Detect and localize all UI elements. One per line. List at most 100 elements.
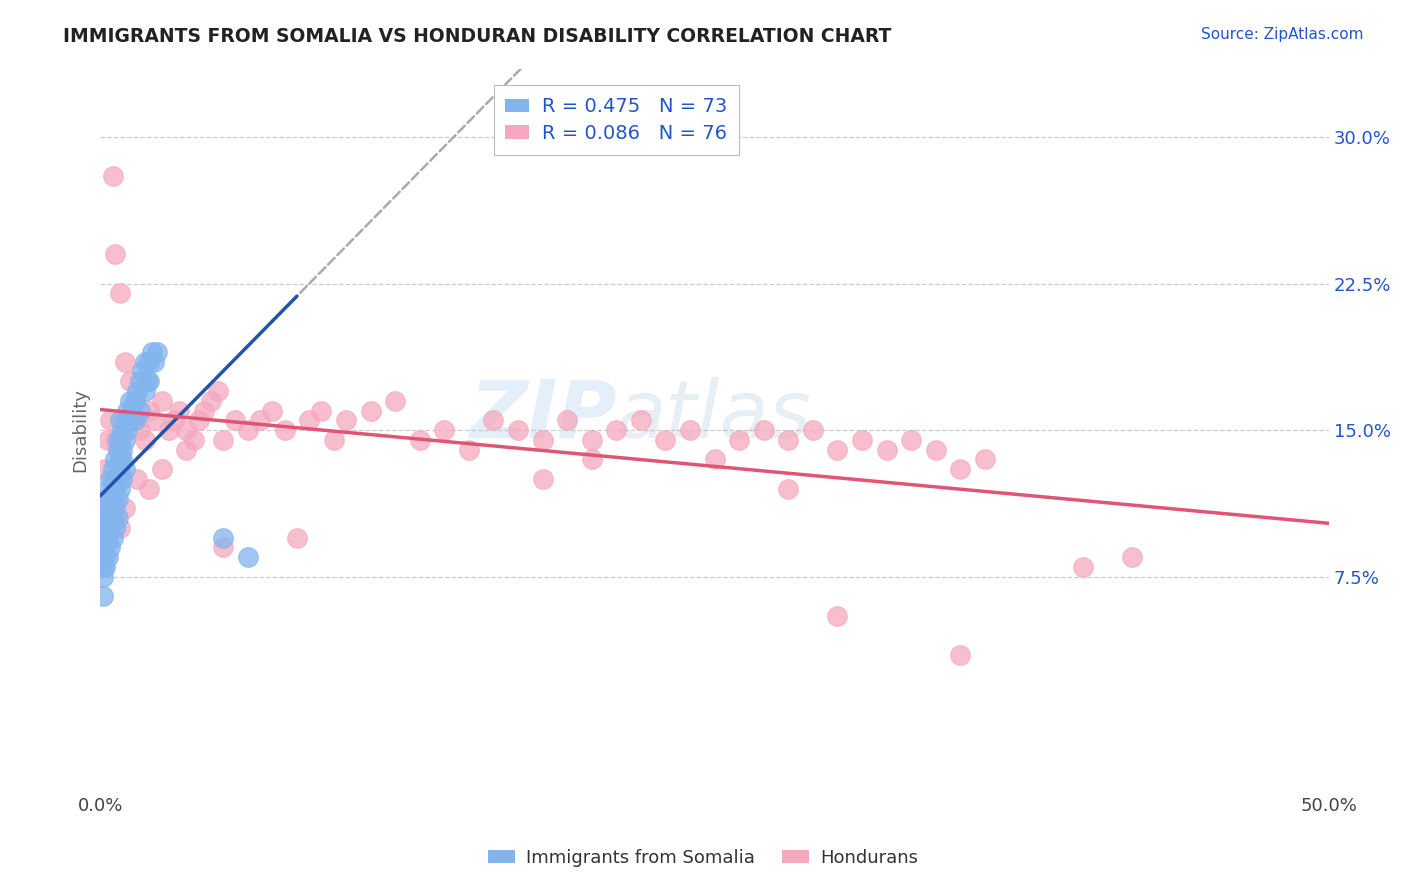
Y-axis label: Disability: Disability [72, 388, 89, 472]
Point [114, 354, 136, 368]
Point [111, 423, 134, 437]
Point [236, 550, 259, 565]
Point [224, 413, 246, 427]
Point [94, 521, 117, 535]
Point [482, 413, 505, 427]
Point [128, 403, 150, 417]
Point [104, 521, 127, 535]
Point [141, 345, 163, 359]
Point [973, 452, 995, 467]
Point [778, 433, 800, 447]
Point [273, 423, 295, 437]
Point [91, 511, 114, 525]
Point [97, 550, 120, 565]
Point [91, 570, 114, 584]
Point [384, 393, 406, 408]
Point [138, 482, 160, 496]
Point [98, 413, 121, 427]
Point [851, 433, 873, 447]
Point [262, 403, 284, 417]
Point [107, 511, 129, 525]
Point [97, 501, 120, 516]
Point [101, 462, 124, 476]
Point [114, 501, 136, 516]
Point [654, 433, 676, 447]
Point [127, 472, 149, 486]
Point [285, 531, 308, 545]
Point [900, 433, 922, 447]
Point [108, 521, 131, 535]
Point [138, 403, 160, 417]
Point [97, 531, 120, 545]
Point [118, 393, 141, 408]
Point [117, 423, 139, 437]
Point [101, 491, 124, 506]
Point [236, 423, 259, 437]
Point [212, 433, 235, 447]
Point [108, 462, 131, 476]
Point [555, 413, 578, 427]
Point [114, 462, 136, 476]
Point [138, 354, 160, 368]
Point [107, 433, 129, 447]
Point [94, 560, 117, 574]
Point [91, 531, 114, 545]
Point [949, 648, 972, 662]
Point [108, 433, 131, 447]
Point [118, 413, 141, 427]
Point [97, 511, 120, 525]
Point [134, 384, 156, 398]
Legend: R = 0.475   N = 73, R = 0.086   N = 76: R = 0.475 N = 73, R = 0.086 N = 76 [494, 86, 740, 154]
Point [98, 521, 121, 535]
Point [91, 501, 114, 516]
Point [409, 433, 432, 447]
Point [101, 511, 124, 525]
Point [101, 169, 124, 183]
Point [104, 472, 127, 486]
Text: Source: ZipAtlas.com: Source: ZipAtlas.com [1201, 27, 1364, 42]
Point [101, 531, 124, 545]
Point [187, 413, 209, 427]
Point [134, 433, 156, 447]
Point [104, 501, 127, 516]
Point [143, 354, 166, 368]
Point [94, 491, 117, 506]
Point [97, 433, 120, 447]
Point [111, 442, 134, 457]
Point [1121, 550, 1143, 565]
Point [91, 560, 114, 574]
Text: ZIP: ZIP [470, 376, 616, 455]
Point [150, 393, 173, 408]
Text: atlas: atlas [616, 376, 811, 455]
Point [630, 413, 652, 427]
Point [167, 403, 190, 417]
Point [136, 374, 159, 388]
Point [104, 247, 127, 261]
Point [778, 482, 800, 496]
Point [121, 403, 143, 417]
Point [108, 482, 131, 496]
Point [98, 501, 121, 516]
Point [322, 433, 344, 447]
Point [114, 433, 136, 447]
Point [150, 462, 173, 476]
Point [531, 472, 554, 486]
Point [94, 550, 117, 565]
Point [118, 374, 141, 388]
Point [124, 393, 146, 408]
Point [94, 462, 117, 476]
Point [924, 442, 946, 457]
Legend: Immigrants from Somalia, Hondurans: Immigrants from Somalia, Hondurans [481, 842, 925, 874]
Point [163, 413, 186, 427]
Point [506, 423, 529, 437]
Point [108, 452, 131, 467]
Point [183, 433, 205, 447]
Point [581, 452, 603, 467]
Point [176, 423, 198, 437]
Point [157, 423, 180, 437]
Point [98, 491, 121, 506]
Point [117, 403, 139, 417]
Point [360, 403, 382, 417]
Point [200, 393, 222, 408]
Point [94, 531, 117, 545]
